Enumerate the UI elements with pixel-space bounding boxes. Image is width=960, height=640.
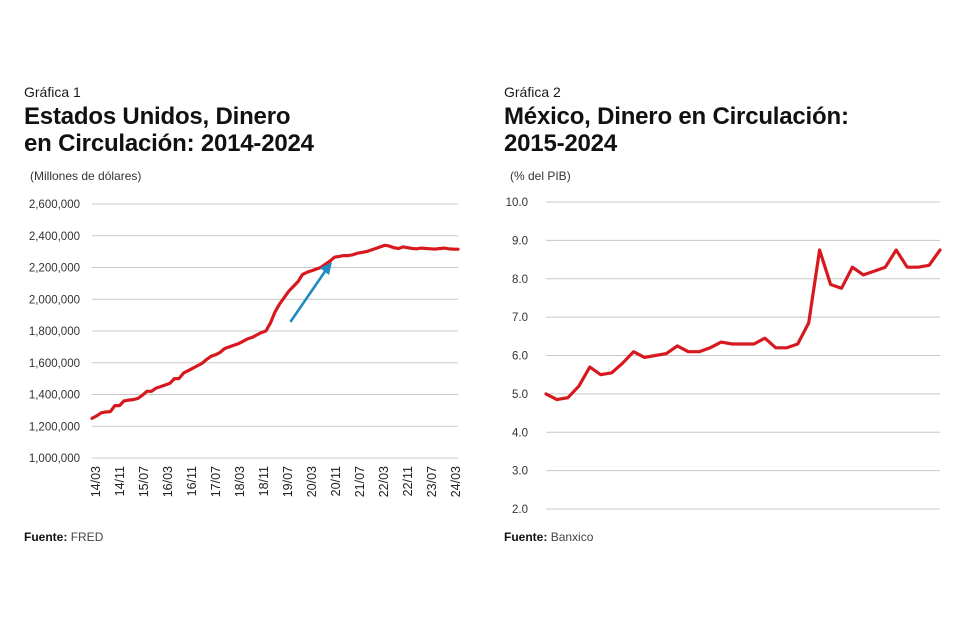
chart-panel-us: Gráfica 1 Estados Unidos, Dinero en Circ… bbox=[24, 84, 464, 544]
x-tick-label: 24/03 bbox=[449, 466, 463, 497]
y-tick-label: 8.0 bbox=[512, 274, 528, 286]
chart-1-title-line-1: Estados Unidos, Dinero bbox=[24, 103, 291, 130]
chart-panel-mx: Gráfica 2 México, Dinero en Circulación:… bbox=[480, 0, 960, 640]
y-tick-label: 1,200,000 bbox=[29, 421, 80, 433]
series-line bbox=[90, 243, 460, 420]
y-tick-label: 1,000,000 bbox=[29, 453, 80, 465]
chart-1-source-value: FRED bbox=[70, 530, 104, 544]
chart-1-title-line-2: en Circulación: 2014-2024 bbox=[24, 130, 314, 157]
x-tick-label: 22/11 bbox=[401, 466, 415, 496]
chart-1-title: Estados Unidos, Dinero en Circulación: 2… bbox=[24, 103, 464, 157]
y-tick-label: 2,400,000 bbox=[29, 231, 80, 243]
y-tick-label: 9.0 bbox=[512, 235, 528, 247]
x-tick-label: 23/07 bbox=[425, 466, 439, 497]
y-tick-label: 2,600,000 bbox=[29, 199, 80, 211]
y-tick-label: 2,000,000 bbox=[29, 294, 80, 306]
chart-2-unit: (% del PIB) bbox=[510, 169, 571, 183]
y-tick-label: 6.0 bbox=[512, 351, 528, 363]
chart-2-title-line-1: México, Dinero en Circulación: bbox=[504, 103, 849, 130]
x-tick-label: 15/07 bbox=[137, 466, 151, 497]
chart-1-label: Gráfica 1 bbox=[24, 84, 81, 100]
trend-arrow-shaft bbox=[289, 268, 328, 323]
x-tick-label: 22/03 bbox=[377, 466, 391, 497]
chart-2-title: México, Dinero en Circulación: 2015-2024 bbox=[504, 103, 944, 157]
chart-2-label: Gráfica 2 bbox=[504, 84, 561, 100]
x-tick-label: 20/11 bbox=[329, 466, 343, 496]
x-tick-label: 16/03 bbox=[161, 466, 175, 497]
chart-1-source-label: Fuente: bbox=[24, 530, 68, 544]
chart-2-source: Fuente: Banxico bbox=[504, 530, 593, 544]
chart-2-source-value: Banxico bbox=[550, 530, 594, 544]
chart-2-source-label: Fuente: bbox=[504, 530, 548, 544]
y-tick-label: 4.0 bbox=[512, 427, 528, 439]
chart-2-title-line-2: 2015-2024 bbox=[504, 130, 617, 157]
x-tick-label: 18/11 bbox=[257, 466, 271, 496]
series-line bbox=[544, 248, 942, 402]
y-tick-label: 1,800,000 bbox=[29, 326, 80, 338]
x-tick-label: 19/07 bbox=[281, 466, 295, 497]
x-tick-label: 16/11 bbox=[185, 466, 199, 496]
y-tick-label: 10.0 bbox=[506, 197, 528, 209]
y-tick-label: 1,400,000 bbox=[29, 390, 80, 402]
y-tick-label: 2.0 bbox=[512, 504, 528, 516]
y-tick-label: 7.0 bbox=[512, 312, 528, 324]
y-tick-label: 5.0 bbox=[512, 389, 528, 401]
chart-1-source: Fuente: FRED bbox=[24, 530, 103, 544]
x-tick-label: 18/03 bbox=[233, 466, 247, 497]
x-tick-label: 20/03 bbox=[305, 466, 319, 497]
x-tick-label: 21/07 bbox=[353, 466, 367, 497]
chart-1-plot: 1,000,000 1,200,000 1,400,000 1,600,000 1,80… bbox=[29, 199, 463, 497]
x-tick-label: 14/11 bbox=[113, 466, 127, 496]
x-tick-label: 14/03 bbox=[89, 466, 103, 497]
y-tick-label: 1,600,000 bbox=[29, 358, 80, 370]
trend-arrow-head bbox=[320, 262, 332, 275]
x-tick-label: 17/07 bbox=[209, 466, 223, 497]
chart-1-unit: (Millones de dólares) bbox=[30, 169, 142, 183]
y-tick-label: 2,200,000 bbox=[29, 263, 80, 275]
chart-2-plot: 2.0 3.0 4.0 5.0 6.0 7.0 8.0 9.0 10.0 bbox=[506, 197, 942, 516]
y-tick-label: 3.0 bbox=[512, 466, 528, 478]
